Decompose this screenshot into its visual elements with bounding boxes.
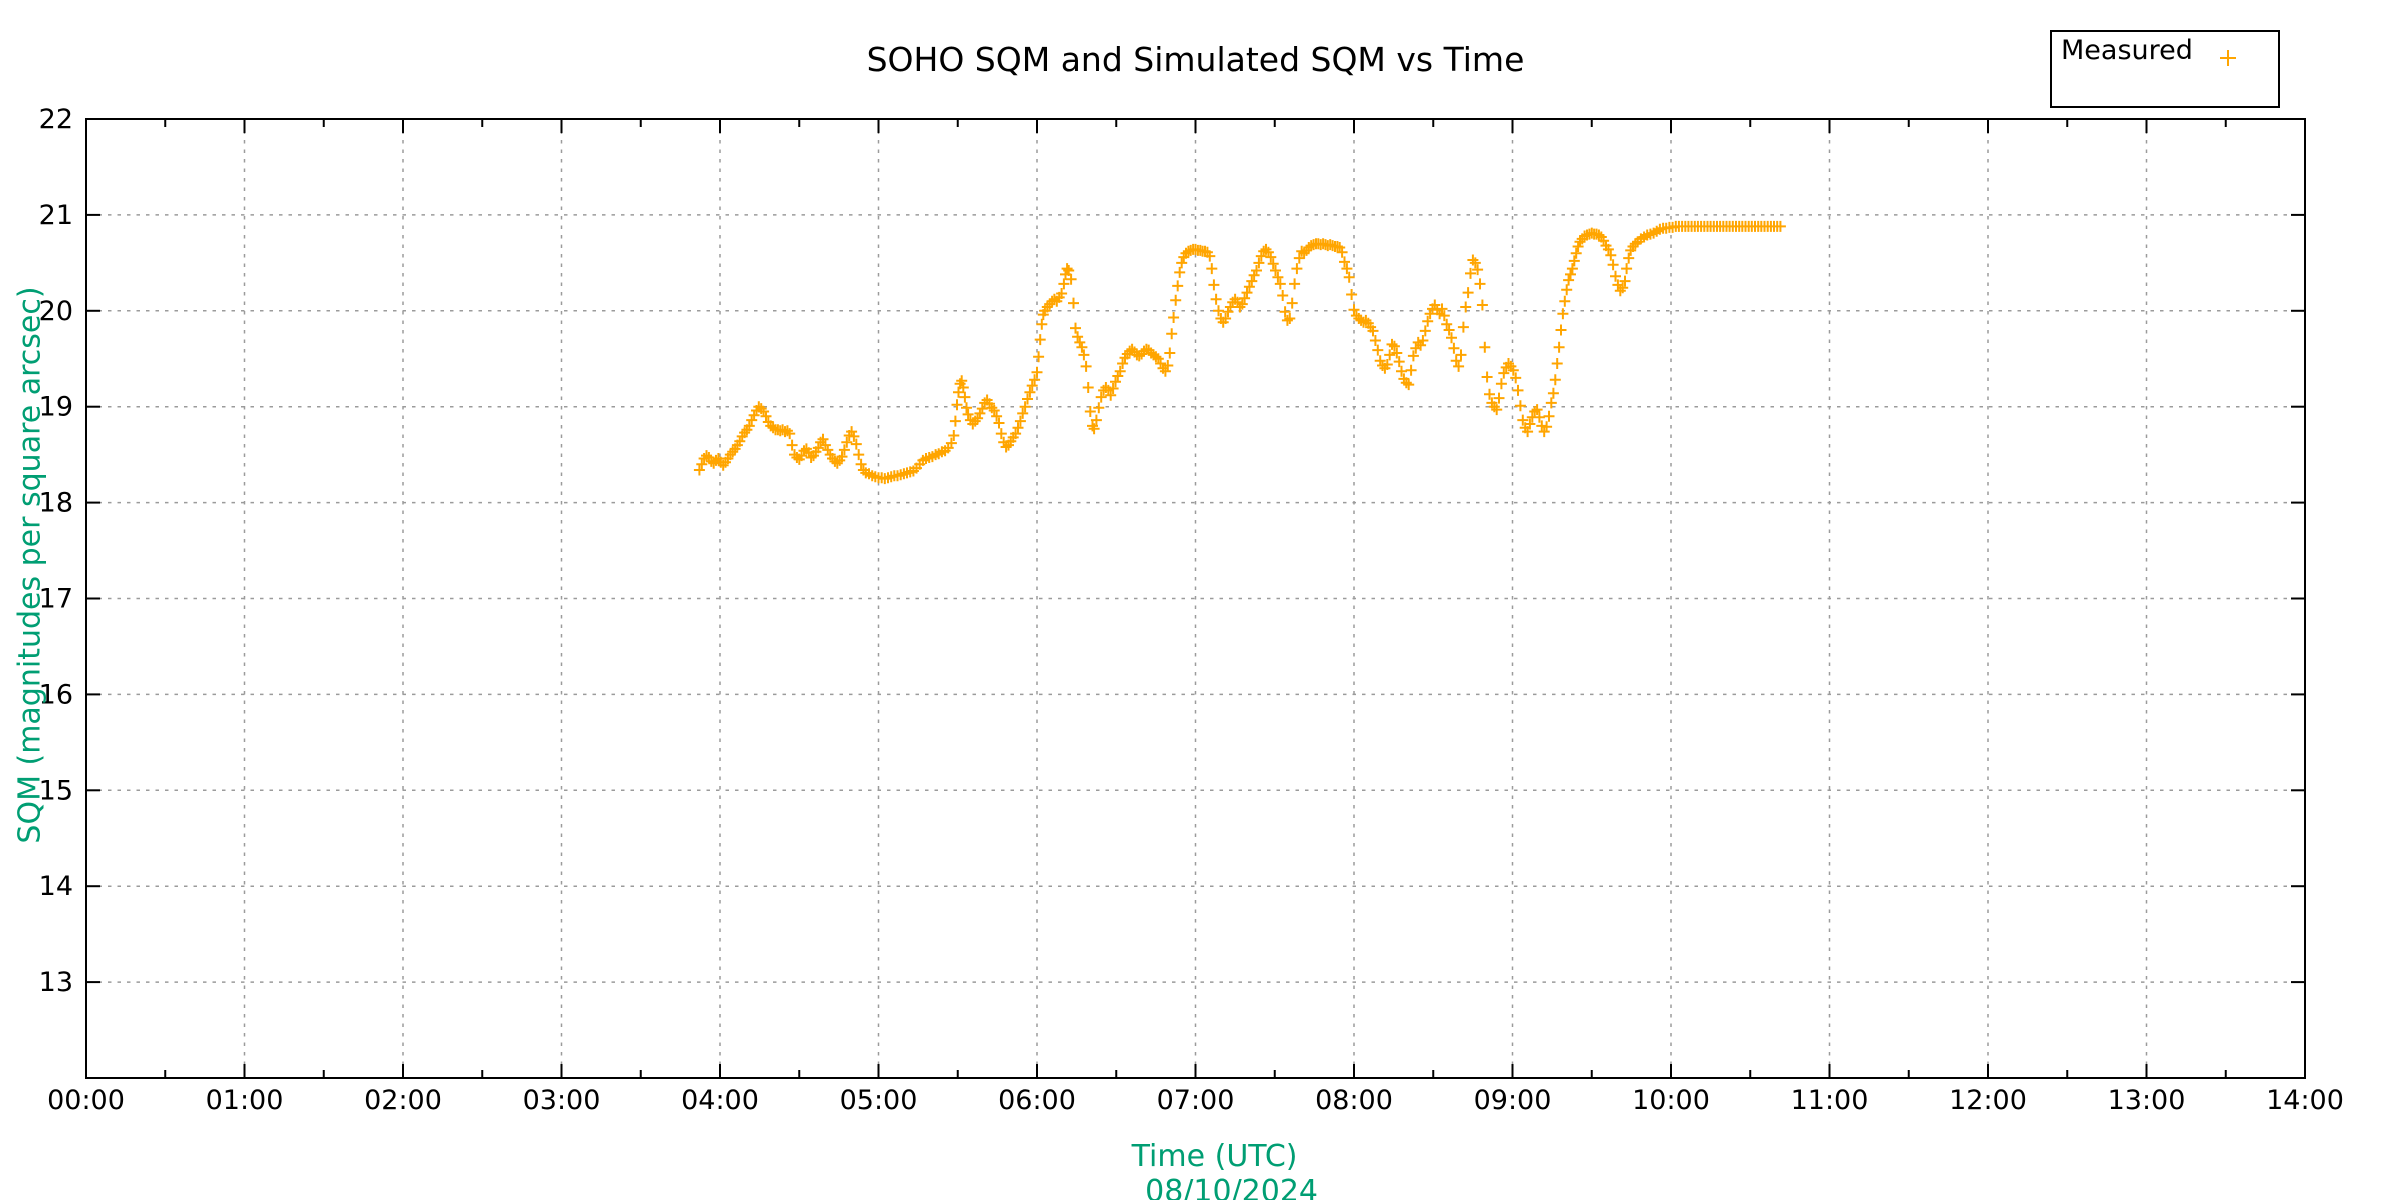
x-tick-label: 10:00: [1632, 1085, 1710, 1116]
x-tick-label: 06:00: [998, 1085, 1076, 1116]
y-tick-label: 18: [39, 488, 73, 519]
y-tick-label: 16: [39, 679, 73, 710]
x-tick-label: 13:00: [2108, 1085, 2186, 1116]
y-tick-label: 20: [39, 296, 73, 327]
x-axis-label-text: Time (UTC): [1131, 1139, 1298, 1174]
legend: Measured: [2050, 30, 2280, 108]
x-tick-label: 07:00: [1157, 1085, 1235, 1116]
y-tick-label: 21: [39, 200, 73, 231]
y-tick-label: 13: [39, 967, 73, 998]
x-tick-label: 12:00: [1949, 1085, 2027, 1116]
x-tick-label: 02:00: [364, 1085, 442, 1116]
x-tick-label: 08:00: [1315, 1085, 1393, 1116]
x-tick-label: 14:00: [2266, 1085, 2344, 1116]
x-axis-label: Time (UTC) 08/10/2024: [86, 1104, 2305, 1200]
legend-label-measured: Measured: [2061, 35, 2193, 66]
x-tick-label: 01:00: [206, 1085, 284, 1116]
x-axis-date: 08/10/2024: [1145, 1174, 1319, 1200]
y-tick-label: 14: [39, 871, 73, 902]
y-tick-label: 19: [39, 392, 73, 423]
x-tick-label: 09:00: [1474, 1085, 1552, 1116]
y-axis-label: SQM (magnitudes per square arcsec): [12, 286, 48, 844]
x-tick-label: 03:00: [523, 1085, 601, 1116]
x-tick-label: 04:00: [681, 1085, 759, 1116]
y-tick-label: 17: [39, 584, 73, 615]
x-tick-label: 11:00: [1791, 1085, 1869, 1116]
y-tick-label: 15: [39, 775, 73, 806]
x-tick-label: 00:00: [47, 1085, 125, 1116]
y-tick-label: 22: [39, 104, 73, 135]
x-tick-label: 05:00: [840, 1085, 918, 1116]
legend-plus-marker-icon: [2217, 47, 2239, 73]
measured-series-points: [693, 220, 1786, 485]
chart-title: SOHO SQM and Simulated SQM vs Time: [866, 40, 1525, 79]
